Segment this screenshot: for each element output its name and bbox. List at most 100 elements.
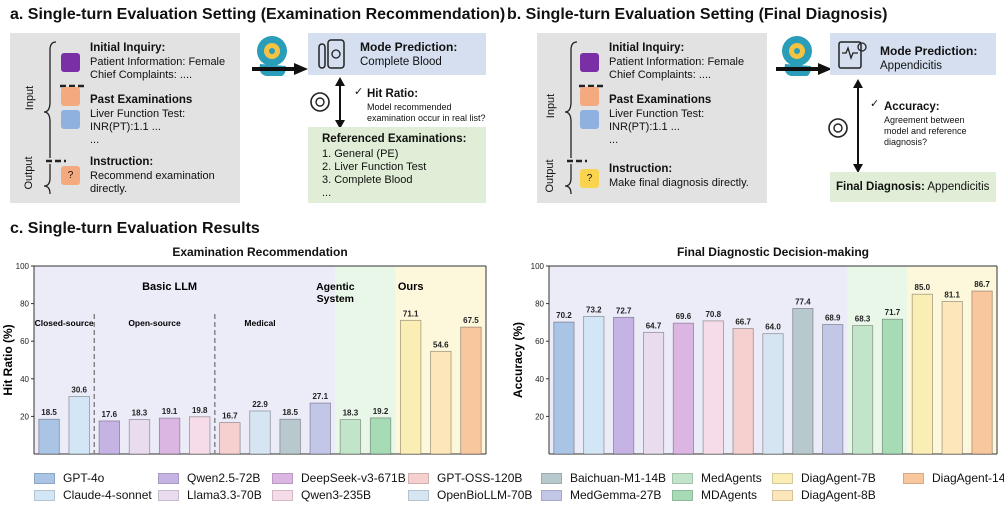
legend-label: MDAgents — [701, 488, 758, 502]
panel-a-inquiry-title: Initial Inquiry: — [90, 42, 166, 54]
panel-b-brace — [564, 41, 587, 195]
bar-label-openbiollm-70b: 64.0 — [765, 323, 781, 332]
question-square-icon: ? — [61, 166, 80, 185]
panel-b-metric-line1: Agreement between — [884, 115, 965, 125]
separator-dash-icon — [60, 84, 84, 88]
legend-swatch — [272, 489, 293, 501]
bar-deepseek-v3-671b — [158, 417, 181, 455]
panel-b-metric-line2: model and reference — [884, 126, 967, 136]
openai-logo-icon — [310, 92, 330, 112]
bar-qwen3-235b — [189, 416, 211, 455]
bar-mdagents — [881, 318, 904, 455]
panel-b-final-dx-box — [830, 172, 996, 202]
y-tick-label: 40 — [20, 375, 29, 384]
bar-label-medgemma-27b: 68.9 — [825, 313, 841, 322]
bar-gpt-oss-120b — [732, 328, 754, 455]
bar-label-deepseek-v3-671b: 69.6 — [676, 312, 692, 321]
panel-a-metric-title: Hit Ratio: — [367, 88, 419, 100]
bar-label-gpt-4o: 18.5 — [41, 408, 57, 417]
panel-a-past-exam-line2: INR(PT):1.1 ... — [90, 121, 161, 133]
bar-label-mdagents: 19.2 — [373, 407, 389, 416]
chart2-svg: 20 40 60 80 100 Accuracy (%) 70.2 73.2 72.7 64.7 6… — [511, 262, 998, 455]
legend-label: GPT-OSS-120B — [437, 471, 523, 485]
panel-a-prediction-value: Complete Blood — [360, 56, 442, 68]
panel-a-input-label: Input — [24, 85, 36, 111]
y-tick-label: 100 — [16, 262, 30, 271]
panel-a-past-exam-title: Past Examinations — [90, 94, 193, 106]
panel-b-inquiry-title: Initial Inquiry: — [609, 42, 685, 54]
panel-b-output-label: Output — [544, 159, 556, 193]
bar-label-llama3-3-70b: 18.3 — [132, 409, 148, 418]
chart2-title: Final Diagnostic Decision-making — [676, 245, 870, 259]
bar-openbiollm-70b — [249, 410, 271, 455]
test-tube-icon — [318, 39, 345, 69]
past-exam-square-icon-1 — [61, 87, 80, 106]
bar-llama3-3-70b — [128, 419, 151, 455]
panel-b-double-arrow-icon — [853, 79, 863, 173]
bar-label-claude-4-sonnet: 73.2 — [586, 305, 602, 314]
bar-label-qwen3-235b: 70.8 — [705, 310, 721, 319]
medical-report-icon — [838, 41, 867, 69]
y-tick-label: 80 — [535, 300, 544, 309]
panel-b-metric-title: Accuracy: — [884, 101, 940, 113]
panel-a-inquiry-line2: Chief Complaints: .... — [90, 69, 193, 81]
bar-medagents — [852, 325, 874, 455]
legend-label: DeepSeek-v3-671B — [301, 471, 406, 485]
bar-openbiollm-70b — [762, 333, 784, 455]
legend-label: MedGemma-27B — [570, 488, 662, 502]
panel-a-check-icon: ✓ — [354, 86, 364, 98]
bar-gpt-oss-120b — [219, 422, 241, 455]
legend-label: GPT-4o — [63, 471, 105, 485]
legend-swatch — [34, 472, 55, 484]
legend-item-qwen2-5-72b: Qwen2.5-72B — [158, 471, 260, 485]
bar-diagagent-8b — [941, 301, 963, 455]
y-tick-label: 60 — [20, 337, 29, 346]
bar-medgemma-27b — [309, 402, 331, 455]
panel-a-input-box — [10, 33, 240, 203]
panel-a-brace — [43, 41, 66, 195]
bar-label-medagents: 18.3 — [343, 409, 359, 418]
panel-b-past-exam-title: Past Examinations — [609, 94, 712, 106]
panel-a-past-exam-line3: ... — [90, 134, 100, 146]
legend-swatch — [772, 489, 793, 501]
legend-item-diagagent-7b: DiagAgent-7B — [772, 471, 876, 485]
bar-label-openbiollm-70b: 22.9 — [252, 400, 268, 409]
bar-medagents — [339, 419, 362, 455]
panel-b-check-icon: ✓ — [870, 98, 880, 110]
legend-item-medagents: MedAgents — [672, 471, 762, 485]
bar-baichuan-m1-14b — [792, 308, 814, 455]
legend-item-gpt-4o: GPT-4o — [34, 471, 104, 485]
panel-a-ref-title: Referenced Examinations: — [322, 133, 467, 145]
panel-b-input-box — [537, 33, 767, 203]
legend-label: Claude-4-sonnet — [63, 488, 152, 502]
legend-item-gpt-oss-120b: GPT-OSS-120B — [408, 471, 522, 485]
legend-swatch — [408, 489, 429, 501]
bar-label-diagagent-7b: 85.0 — [915, 283, 931, 292]
bar-qwen2-5-72b — [613, 316, 635, 455]
panel-a-reference-box — [308, 127, 486, 203]
bar-qwen3-235b — [702, 320, 724, 455]
panel-b-main-arrow-icon — [776, 63, 832, 75]
y-axis-label: Accuracy (%) — [511, 322, 525, 398]
panel-a-inquiry-line1: Patient Information: Female — [90, 56, 226, 68]
panel-b-past-exam-line1: Liver Function Test: — [609, 108, 705, 120]
bar-diagagent-14b — [460, 326, 482, 455]
bar-gpt-4o — [553, 321, 575, 455]
bar-deepseek-v3-671b — [672, 322, 694, 455]
panel-b-inquiry-line1: Patient Information: Female — [609, 56, 745, 68]
chart1-svg: 20 40 60 80 100 Hit Ratio (%) 18.5 30.6 17.6 18.3… — [1, 262, 487, 455]
y-axis-label: Hit Ratio (%) — [1, 324, 15, 395]
bar-diagagent-8b — [430, 350, 452, 455]
bar-baichuan-m1-14b — [279, 418, 301, 455]
group-label-line: System — [317, 293, 354, 305]
subgroup-label-open-source: Open-source — [128, 318, 181, 328]
panel-b-final-dx-line: Final Diagnosis: Appendicitis — [836, 181, 989, 194]
legend-item-deepseek-v3-671b: DeepSeek-v3-671B — [272, 471, 406, 485]
panel-a-instruction-title: Instruction: — [90, 156, 154, 168]
legend-swatch — [541, 472, 562, 484]
panel-a-output-label: Output — [23, 156, 35, 190]
bar-label-baichuan-m1-14b: 18.5 — [282, 408, 298, 417]
y-tick-label: 60 — [535, 337, 544, 346]
bar-label-diagagent-14b: 67.5 — [463, 316, 479, 325]
legend-swatch — [272, 472, 293, 484]
